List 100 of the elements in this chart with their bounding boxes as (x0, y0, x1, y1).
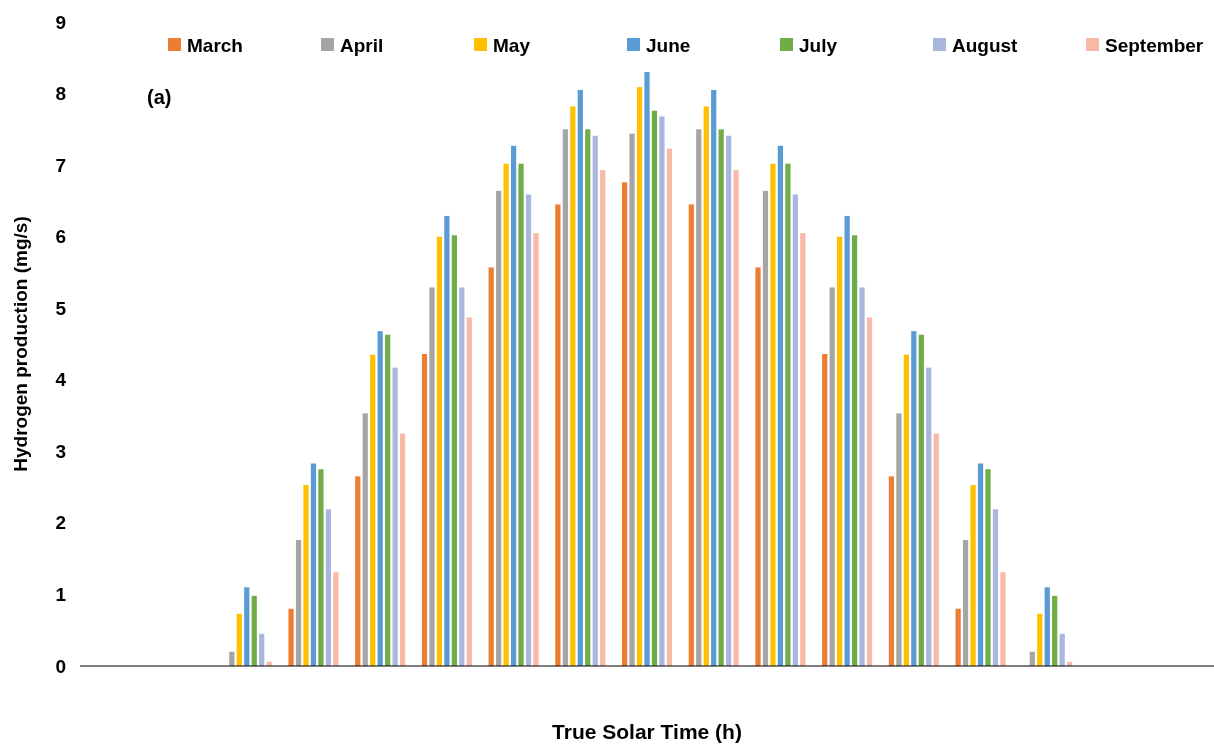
bar (733, 170, 739, 666)
bar (592, 135, 598, 666)
y-tick-label: 7 (55, 154, 66, 176)
bar (688, 204, 694, 666)
bar (585, 129, 591, 666)
bar (1052, 595, 1058, 666)
bar (651, 110, 658, 666)
bar (436, 236, 443, 666)
bar (644, 72, 650, 666)
bar (533, 233, 539, 666)
bar (933, 433, 939, 666)
y-tick-label: 9 (55, 11, 66, 33)
bar (600, 170, 606, 666)
bar (977, 463, 984, 666)
bar (295, 540, 302, 666)
bar (837, 236, 843, 666)
bar (392, 367, 398, 666)
bar (518, 163, 524, 666)
bar (636, 87, 643, 666)
y-axis-title: Hydrogen production (mg/s) (10, 216, 31, 472)
legend-label: July (799, 35, 838, 56)
y-tick-label: 8 (55, 83, 66, 105)
bar (570, 106, 576, 666)
bar (562, 129, 568, 666)
y-tick-label: 6 (55, 226, 66, 248)
y-tick-label: 1 (55, 584, 67, 606)
bar (770, 163, 776, 666)
legend-label: March (187, 35, 243, 56)
bar (911, 331, 917, 666)
bar (629, 133, 635, 666)
legend-label: May (493, 35, 531, 56)
bar (496, 190, 502, 666)
y-tick-label: 4 (55, 369, 67, 391)
bar (421, 354, 428, 666)
bar (525, 194, 532, 666)
bar (244, 587, 250, 666)
bar (399, 433, 406, 666)
bar (896, 413, 902, 666)
bar (488, 267, 494, 666)
bar (377, 331, 383, 666)
bar (355, 476, 361, 666)
y-tick-label: 5 (55, 297, 67, 319)
bar (362, 413, 368, 666)
bar (555, 204, 561, 666)
bar (318, 469, 324, 666)
bar (696, 129, 702, 666)
bar (259, 633, 265, 666)
bar (726, 135, 732, 666)
bar (918, 334, 924, 666)
bar (755, 267, 761, 666)
bar (621, 182, 628, 666)
y-tick-label: 0 (55, 655, 66, 677)
bar (903, 354, 909, 666)
bar (659, 116, 665, 666)
bar (510, 145, 517, 666)
bar (333, 572, 339, 666)
annotation: (a) (147, 86, 172, 108)
y-tick-label: 3 (55, 440, 66, 462)
bar (444, 215, 450, 666)
legend-label: April (340, 35, 384, 56)
bar (703, 106, 709, 666)
bar (785, 163, 791, 666)
bar (985, 469, 991, 666)
bar (718, 129, 724, 666)
bar (1000, 572, 1006, 666)
bar (236, 613, 242, 666)
bar (325, 509, 332, 666)
bar (303, 484, 309, 666)
bar (466, 317, 472, 666)
bar (866, 317, 873, 666)
bar (777, 145, 784, 666)
bar (992, 509, 999, 666)
x-axis-title: True Solar Time (h) (552, 720, 742, 743)
bar (503, 163, 509, 666)
bar (970, 484, 976, 666)
bar (829, 287, 835, 666)
bar (926, 367, 932, 666)
bar (762, 190, 769, 666)
bar (385, 334, 391, 666)
bar (962, 540, 969, 666)
bar (459, 287, 465, 666)
bar (711, 89, 717, 666)
y-tick-label: 2 (55, 512, 66, 534)
bar (310, 463, 317, 666)
bar (822, 354, 828, 666)
bar (851, 235, 858, 666)
bar (844, 215, 850, 666)
bar (1044, 587, 1050, 666)
bar (666, 148, 673, 666)
legend-label: September (1105, 35, 1204, 56)
bar (370, 354, 376, 666)
bar (955, 608, 961, 666)
bar (1059, 633, 1065, 666)
legend-label: August (952, 35, 1019, 56)
bar (1037, 613, 1043, 666)
bar (888, 476, 895, 666)
bar (577, 89, 583, 666)
bar (451, 235, 457, 666)
bar (792, 194, 798, 666)
bar (429, 287, 435, 666)
